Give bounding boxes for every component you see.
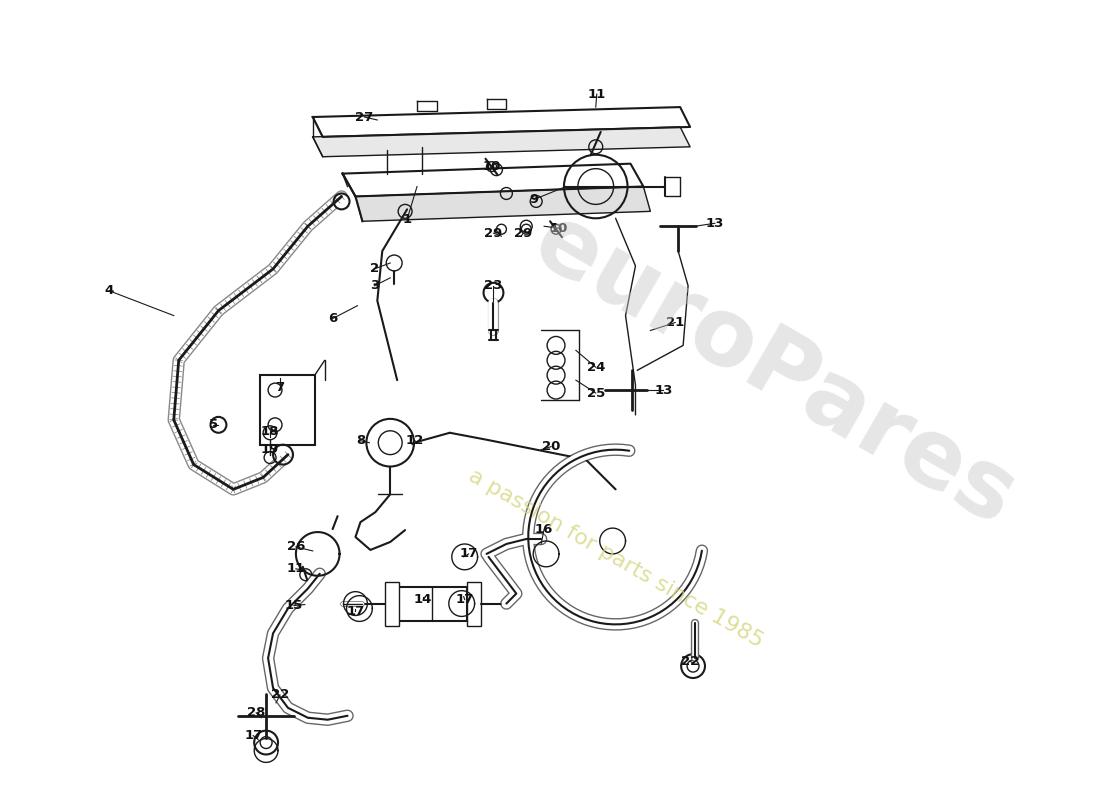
Text: 19: 19 (261, 443, 279, 456)
Text: 29: 29 (484, 226, 503, 240)
Polygon shape (342, 164, 644, 197)
Circle shape (273, 445, 293, 465)
Text: 8: 8 (355, 434, 365, 447)
Text: 17: 17 (346, 605, 364, 618)
Text: 9: 9 (529, 193, 539, 206)
Text: 27: 27 (355, 110, 374, 123)
Bar (466, 582, 481, 626)
Text: 29: 29 (514, 226, 532, 240)
Text: 26: 26 (287, 541, 305, 554)
Text: 10: 10 (482, 160, 500, 173)
Text: 11: 11 (287, 562, 305, 575)
Text: 13: 13 (706, 217, 724, 230)
Text: 4: 4 (104, 284, 113, 298)
Polygon shape (312, 107, 690, 137)
Text: a passion for parts since 1985: a passion for parts since 1985 (464, 466, 767, 652)
Bar (260, 375, 315, 445)
Text: 6: 6 (328, 312, 338, 325)
Text: 25: 25 (586, 386, 605, 399)
Text: euroPares: euroPares (517, 195, 1032, 545)
Text: 22: 22 (681, 654, 700, 668)
Text: 7: 7 (275, 381, 285, 394)
Text: 12: 12 (406, 434, 425, 447)
Polygon shape (312, 127, 690, 157)
Text: 11: 11 (587, 88, 606, 101)
Bar (385, 582, 399, 626)
Circle shape (333, 194, 350, 210)
Text: 10: 10 (550, 222, 569, 234)
Polygon shape (417, 102, 437, 111)
Text: 13: 13 (654, 383, 672, 397)
Text: 24: 24 (586, 361, 605, 374)
Text: 18: 18 (261, 426, 279, 438)
Text: 17: 17 (455, 593, 474, 606)
Text: 14: 14 (414, 593, 432, 606)
Text: 2: 2 (370, 262, 378, 275)
Polygon shape (355, 186, 650, 222)
Text: 23: 23 (484, 279, 503, 292)
Text: 5: 5 (209, 418, 218, 431)
Text: 21: 21 (667, 316, 684, 329)
Text: 28: 28 (248, 706, 265, 719)
Bar (397, 586, 466, 622)
Text: 16: 16 (535, 522, 553, 535)
Text: 1: 1 (403, 213, 411, 226)
Text: 17: 17 (244, 729, 262, 742)
Text: 20: 20 (542, 440, 560, 453)
Text: 17: 17 (460, 547, 477, 561)
Polygon shape (486, 99, 506, 110)
Text: 22: 22 (271, 688, 289, 702)
Text: 3: 3 (370, 279, 379, 292)
Text: 15: 15 (285, 599, 303, 612)
